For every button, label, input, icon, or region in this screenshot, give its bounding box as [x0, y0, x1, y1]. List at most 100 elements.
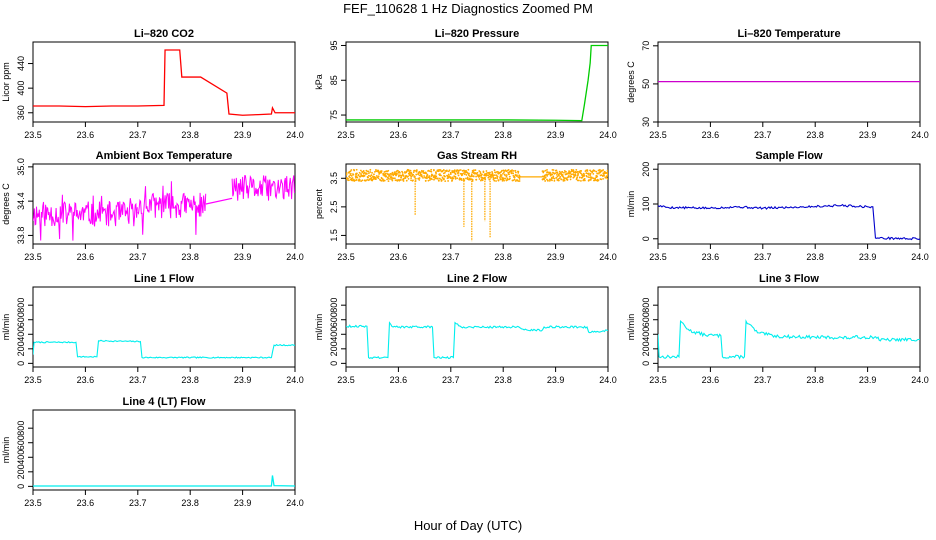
- series-point: [570, 168, 573, 171]
- series-point: [555, 169, 558, 172]
- series-point: [593, 179, 596, 182]
- series-point: [502, 172, 504, 175]
- plot-frame: [32, 286, 296, 368]
- series-point: [490, 176, 492, 179]
- x-tick-label: 23.5: [337, 130, 355, 140]
- series-point: [580, 176, 583, 179]
- series-point: [555, 177, 558, 179]
- series-point: [358, 171, 361, 174]
- panel-1: Li–820 CO2 Licor ppm 23.5 23.6 23.7 23.8 23.9 2…: [1, 28, 304, 140]
- series-point: [517, 180, 520, 182]
- series-point: [545, 173, 548, 176]
- y-tick-label: 200: [641, 162, 651, 177]
- series-point: [444, 171, 446, 174]
- x-tick-label: 23.7: [442, 252, 460, 262]
- series-point: [541, 175, 544, 178]
- y-tick-label: 400: [16, 81, 26, 96]
- x-tick-label: 23.5: [337, 252, 355, 262]
- series-line: [137, 181, 207, 235]
- series-point: [417, 173, 420, 176]
- series-point: [371, 179, 373, 182]
- y-tick-label: 200: [641, 341, 651, 356]
- series-point: [583, 175, 586, 177]
- series-point: [447, 173, 450, 176]
- series-point: [463, 173, 466, 176]
- y-axis-label: ml/min: [1, 314, 11, 341]
- x-tick-label: 23.8: [806, 130, 824, 140]
- panel-title: Li–820 Pressure: [435, 28, 519, 40]
- series-point: [405, 171, 408, 174]
- series-point: [508, 171, 511, 173]
- series-point: [510, 170, 513, 173]
- series-point: [371, 171, 373, 174]
- series-point: [425, 175, 428, 178]
- series-point: [553, 177, 556, 180]
- series-point: [366, 178, 369, 181]
- y-tick-label: 360: [16, 105, 26, 120]
- series-point: [432, 169, 435, 171]
- series-point: [383, 171, 386, 173]
- series-point: [573, 173, 575, 176]
- series-point: [511, 169, 513, 172]
- series-point: [363, 175, 366, 177]
- series-point: [405, 174, 407, 177]
- series-point: [434, 174, 436, 177]
- series-point: [482, 170, 485, 173]
- series-point: [391, 173, 393, 176]
- series-point: [487, 172, 490, 174]
- series-point: [600, 178, 603, 181]
- x-tick-label: 23.9: [859, 375, 877, 385]
- series-point: [513, 175, 516, 178]
- series-point: [563, 179, 566, 182]
- series-point: [357, 174, 360, 177]
- series-point: [382, 179, 385, 182]
- x-tick-label: 23.6: [702, 375, 720, 385]
- series-point: [514, 169, 517, 172]
- series-point: [409, 169, 412, 172]
- y-tick-label: 200: [16, 464, 26, 479]
- series-point: [386, 178, 388, 181]
- series-point: [385, 170, 388, 173]
- series-point: [420, 171, 422, 174]
- plot-frame: [657, 286, 921, 368]
- series-point: [464, 171, 467, 174]
- panel-title: Li–820 CO2: [134, 28, 194, 40]
- plot-frame: [657, 163, 921, 245]
- series-point: [465, 169, 467, 172]
- y-axis-label: kPa: [314, 74, 324, 90]
- series-point: [583, 177, 586, 180]
- series-point: [380, 179, 383, 182]
- series-point: [427, 176, 430, 179]
- series-point: [375, 169, 377, 171]
- series-point: [407, 175, 409, 178]
- x-tick-label: 23.9: [234, 252, 252, 262]
- series-point: [476, 171, 479, 174]
- series-point: [442, 169, 445, 171]
- series-point: [414, 169, 416, 172]
- series-point: [456, 169, 459, 171]
- series-point: [386, 176, 389, 179]
- series-point: [401, 172, 404, 174]
- series-point: [397, 170, 399, 172]
- series-point: [512, 170, 515, 172]
- series-point: [346, 177, 349, 180]
- series-point: [402, 174, 405, 177]
- series-point: [403, 171, 406, 173]
- series-point: [541, 170, 544, 173]
- figure-title: FEF_110628 1 Hz Diagnostics Zoomed PM: [343, 1, 593, 16]
- series-point: [546, 174, 549, 177]
- series-point: [415, 169, 418, 171]
- series-point: [370, 174, 373, 177]
- panel-title: Ambient Box Temperature: [96, 150, 233, 162]
- series-point: [502, 169, 505, 172]
- series-point: [596, 175, 599, 178]
- series-point: [388, 178, 390, 180]
- series-point: [474, 169, 476, 172]
- series-point: [418, 174, 421, 177]
- series-point: [393, 171, 396, 174]
- series-point: [544, 180, 547, 182]
- series-point: [495, 180, 497, 182]
- series-point: [418, 177, 421, 179]
- series-point: [466, 171, 468, 174]
- panel-title: Gas Stream RH: [437, 150, 517, 162]
